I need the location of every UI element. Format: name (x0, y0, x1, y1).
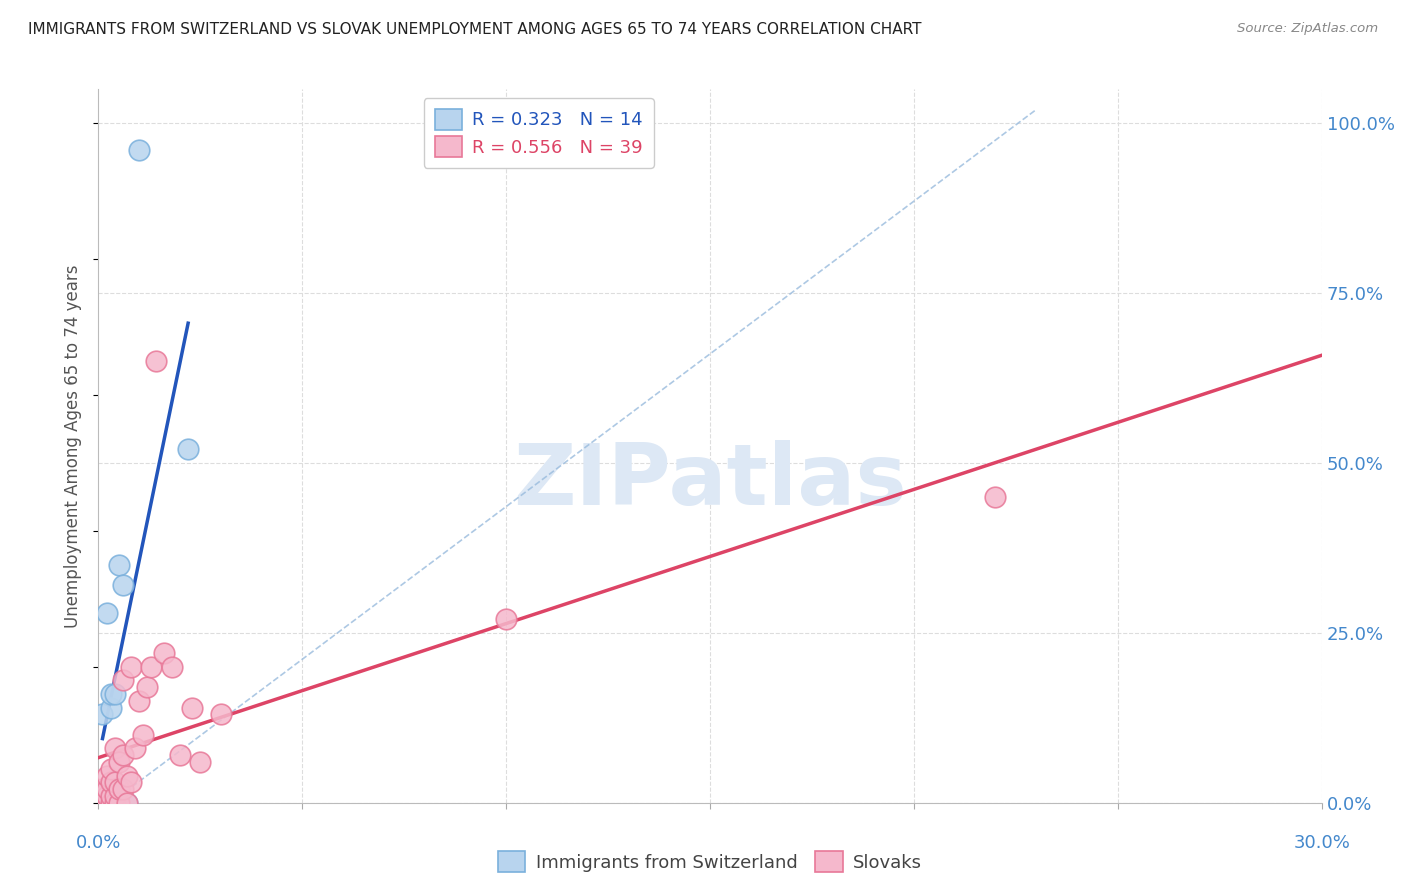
Point (132, 728, 155, 742)
Point (100, 796, 122, 810)
Point (136, 680, 159, 694)
Text: 30.0%: 30.0% (1294, 834, 1350, 852)
Point (495, 612, 517, 626)
Point (177, 442, 200, 457)
Point (984, 490, 1007, 504)
Point (91, 707, 114, 722)
Point (100, 700, 122, 714)
Point (91, 796, 114, 810)
Point (104, 741, 127, 756)
Point (91, 782, 114, 797)
Point (111, 673, 134, 688)
Point (104, 775, 127, 789)
Point (91, 789, 114, 803)
Point (115, 796, 138, 810)
Point (209, 707, 232, 722)
Point (104, 796, 127, 810)
Point (108, 755, 131, 769)
Point (152, 646, 174, 660)
Point (115, 796, 138, 810)
Point (96, 782, 118, 797)
Text: Source: ZipAtlas.com: Source: ZipAtlas.com (1237, 22, 1378, 36)
Point (108, 782, 131, 797)
Point (108, 796, 131, 810)
Point (188, 755, 212, 769)
Point (96, 606, 118, 620)
Point (115, 769, 138, 783)
Point (111, 748, 134, 763)
Text: ZIPatlas: ZIPatlas (513, 440, 907, 524)
Point (104, 796, 127, 810)
Text: 0.0%: 0.0% (76, 834, 121, 852)
Point (128, 694, 150, 708)
Point (111, 782, 134, 797)
Point (96, 782, 118, 797)
Point (96, 789, 118, 803)
Point (181, 700, 204, 714)
Point (96, 796, 118, 810)
Point (100, 687, 122, 701)
Point (160, 660, 183, 674)
Point (96, 769, 118, 783)
Point (141, 660, 163, 674)
Point (120, 775, 142, 789)
Point (124, 741, 146, 756)
Y-axis label: Unemployment Among Ages 65 to 74 years: Unemployment Among Ages 65 to 74 years (65, 264, 83, 628)
Text: IMMIGRANTS FROM SWITZERLAND VS SLOVAK UNEMPLOYMENT AMONG AGES 65 TO 74 YEARS COR: IMMIGRANTS FROM SWITZERLAND VS SLOVAK UN… (28, 22, 921, 37)
Point (100, 796, 122, 810)
Point (128, 144, 150, 158)
Point (104, 687, 127, 701)
Point (145, 354, 167, 368)
Point (169, 748, 191, 763)
Point (111, 578, 134, 592)
Point (104, 789, 127, 803)
Point (100, 762, 122, 776)
Point (100, 775, 122, 789)
Point (120, 660, 142, 674)
Legend: Immigrants from Switzerland, Slovaks: Immigrants from Switzerland, Slovaks (491, 844, 929, 880)
Point (91, 796, 114, 810)
Point (108, 558, 131, 572)
Point (100, 789, 122, 803)
